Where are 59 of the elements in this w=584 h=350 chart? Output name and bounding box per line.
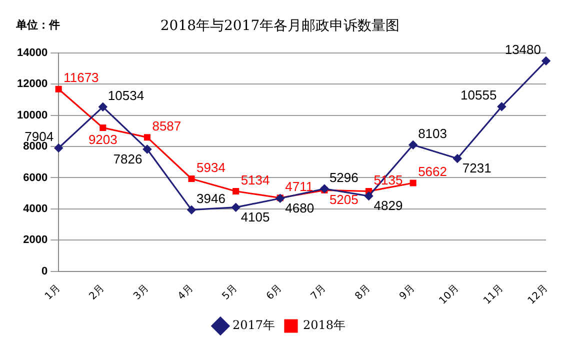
x-tick-label: 5月 — [220, 282, 240, 302]
y-tick-label: 12000 — [16, 78, 48, 90]
data-label: 8103 — [418, 126, 447, 141]
point — [188, 175, 195, 182]
y-tick-label: 6000 — [23, 172, 48, 184]
point — [542, 56, 550, 66]
data-label: 5296 — [329, 170, 358, 185]
data-label: 3946 — [196, 190, 226, 206]
point — [497, 102, 506, 111]
x-tick-label: 12月 — [526, 282, 550, 307]
point — [364, 192, 374, 200]
point — [55, 86, 62, 92]
data-label: 4829 — [374, 198, 403, 214]
point — [144, 134, 150, 141]
data-label: 9203 — [88, 132, 118, 147]
x-tick-label: 7月 — [309, 282, 328, 302]
y-tick-label: 0 — [41, 265, 48, 278]
point — [232, 203, 240, 212]
point — [320, 184, 329, 194]
point — [232, 188, 240, 195]
y-tick-label: 4000 — [23, 203, 48, 216]
x-tick-label: 9月 — [398, 282, 418, 302]
data-label: 10534 — [108, 88, 144, 104]
x-tick-label: 1月 — [43, 282, 63, 302]
data-label: 8587 — [152, 118, 182, 134]
point — [453, 154, 462, 163]
point — [408, 140, 418, 150]
data-label: 4680 — [285, 200, 314, 216]
data-label: 4711 — [285, 178, 314, 194]
data-label: 5134 — [240, 172, 270, 188]
x-tick-label: 4月 — [176, 282, 196, 302]
chart-title: 2018年与2017年各月邮政申诉数量图 — [160, 18, 400, 34]
data-label: 7231 — [462, 160, 492, 176]
data-label: 7826 — [113, 151, 142, 166]
point — [142, 144, 152, 154]
point — [54, 144, 63, 152]
data-label: 13480 — [504, 42, 542, 57]
x-tick-label: 11月 — [482, 282, 506, 307]
data-label: 4105 — [240, 209, 270, 224]
y-tick-label: 10000 — [16, 109, 48, 122]
legend-label: 2018年 — [303, 318, 346, 332]
point — [98, 102, 108, 112]
x-tick-label: 10月 — [437, 282, 462, 307]
x-tick-label: 3月 — [132, 282, 152, 302]
y-tick-label: 14000 — [16, 46, 48, 59]
data-label: 5205 — [329, 192, 358, 208]
x-tick-label: 6月 — [264, 282, 284, 302]
data-label: 5662 — [418, 164, 447, 180]
data-label: 5934 — [196, 160, 226, 175]
point — [410, 180, 416, 186]
x-tick-label: 8月 — [353, 282, 373, 302]
point — [187, 206, 196, 214]
point — [100, 124, 106, 131]
y-tick-label: 2000 — [23, 234, 48, 246]
data-label: 11673 — [64, 70, 99, 86]
y-axis-title: 单位：件 — [15, 18, 60, 32]
data-label: 10555 — [460, 88, 497, 103]
legend-label: 2017年 — [232, 318, 276, 332]
x-tick-label: 2月 — [87, 282, 107, 302]
